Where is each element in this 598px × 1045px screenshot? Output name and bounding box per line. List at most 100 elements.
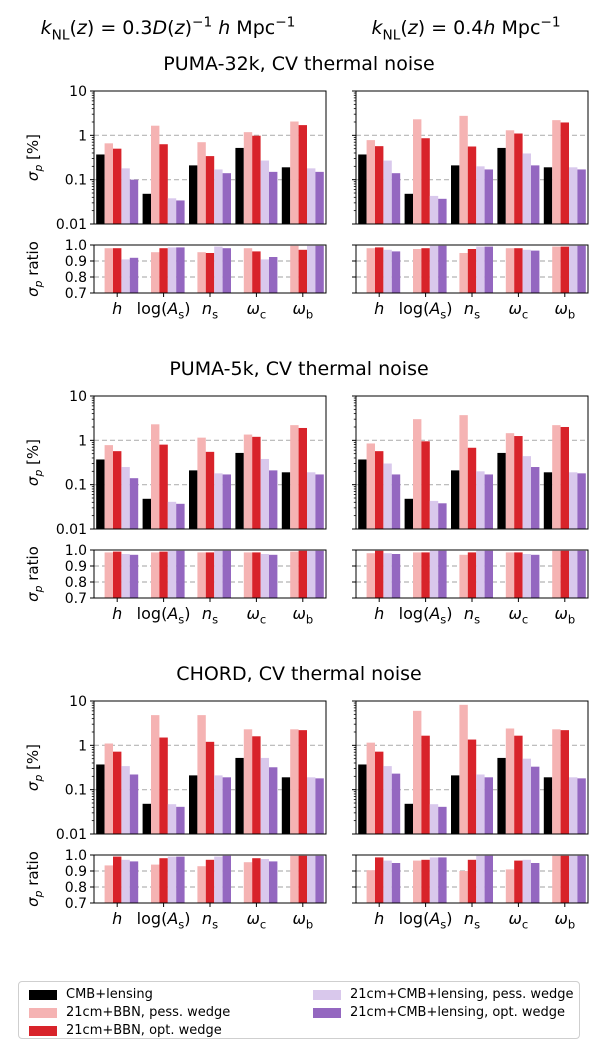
ratio-bar-cmbl_opt <box>129 861 139 903</box>
sigma-bar-cmbl_opt <box>222 474 231 529</box>
ratio-bar-bbn_pess <box>505 552 515 598</box>
ratio-bar-cmbl_opt <box>391 554 401 598</box>
sigma-bar-cmb <box>451 775 460 834</box>
sigma-axis-label: σp [%] <box>24 439 45 486</box>
sigma-tick-label: 1 <box>78 738 87 754</box>
ratio-bar-cmbl_pess <box>569 855 578 903</box>
legend-label: 21cm+CMB+lensing, pess. wedge <box>350 987 574 1002</box>
sigma-tick-label: 1 <box>78 128 87 144</box>
ratio-tick-label: 1.0 <box>65 543 87 559</box>
ratio-bar-cmbl_pess <box>214 550 223 598</box>
sigma-bar-bbn_opt <box>560 730 569 834</box>
sigma-bar-cmbl_pess <box>383 463 392 529</box>
sigma-bar-cmb <box>142 498 151 529</box>
ratio-bar-bbn_pess <box>459 253 468 293</box>
sigma-bar-cmbl_pess <box>214 775 223 834</box>
ratio-bar-cmbl_opt <box>484 855 493 903</box>
sigma-bar-cmb <box>96 764 105 834</box>
legend-label: CMB+lensing <box>66 987 153 1002</box>
sigma-bar-bbn_pess <box>243 132 253 224</box>
sigma-bar-cmbl_opt <box>315 171 324 224</box>
ratio-bar-bbn_pess <box>104 248 113 293</box>
sigma-tick-label: 10 <box>69 694 87 710</box>
sigma-bar-bbn_opt <box>375 146 384 224</box>
category-label: ωc <box>247 604 267 626</box>
ratio-bar-bbn_pess <box>151 552 160 598</box>
category-label: log(As) <box>137 604 191 626</box>
sigma-bar-cmbl_opt <box>577 169 586 224</box>
ratio-bar-bbn_pess <box>505 248 515 293</box>
category-label: h <box>374 909 384 928</box>
category-label: ns <box>202 604 218 626</box>
sigma-bar-cmbl_pess <box>476 774 485 834</box>
sigma-bar-cmb <box>281 472 291 529</box>
ratio-bar-bbn_pess <box>290 551 299 598</box>
sigma-bar-cmb <box>543 472 553 529</box>
sigma-panel-frame <box>93 90 327 225</box>
ratio-bar-bbn_pess <box>366 870 375 903</box>
sigma-bar-bbn_pess <box>104 143 113 224</box>
ratio-bar-bbn_opt <box>467 552 477 598</box>
experiment-title: PUMA-32k, CV thermal noise <box>163 53 434 75</box>
sigma-bar-bbn_opt <box>467 447 477 529</box>
ratio-bar-cmbl_opt <box>269 554 278 598</box>
sigma-bar-bbn_pess <box>552 729 561 834</box>
legend-label: 21cm+BBN, opt. wedge <box>66 1023 222 1038</box>
ratio-bar-bbn_pess <box>151 864 160 903</box>
sigma-bar-bbn_opt <box>298 125 307 224</box>
ratio-bar-bbn_pess <box>104 865 113 903</box>
sigma-tick-label: 0.1 <box>65 783 87 799</box>
sigma-tick-label: 0.1 <box>65 173 87 189</box>
ratio-bar-bbn_opt <box>113 551 122 598</box>
ratio-bar-cmbl_pess <box>260 259 269 293</box>
sigma-bar-bbn_pess <box>151 424 160 529</box>
ratio-tick-label: 1.0 <box>65 238 87 254</box>
ratio-bar-bbn_pess <box>197 866 206 903</box>
sigma-bar-bbn_opt <box>467 739 477 834</box>
ratio-bar-cmbl_pess <box>167 856 177 903</box>
sigma-bar-cmbl_pess <box>307 777 316 834</box>
ratio-bar-cmbl_opt <box>222 248 231 293</box>
sigma-tick-label: 10 <box>69 389 87 405</box>
ratio-bar-cmbl_pess <box>476 550 485 598</box>
sigma-bar-bbn_pess <box>104 743 113 834</box>
sigma-bar-cmb <box>189 775 198 834</box>
ratio-bar-cmbl_opt <box>577 550 586 598</box>
ratio-bar-cmbl_opt <box>129 554 139 598</box>
panel-2-1: h log(As) ns ωc ωb <box>352 700 589 931</box>
ratio-bar-cmbl_pess <box>214 246 223 293</box>
ratio-bar-bbn_pess <box>290 245 299 293</box>
ratio-bar-cmbl_opt <box>484 550 493 598</box>
ratio-bar-bbn_pess <box>366 248 375 293</box>
category-label: h <box>112 909 122 928</box>
sigma-bar-cmbl_opt <box>269 470 278 529</box>
ratio-bar-cmbl_opt <box>531 250 540 293</box>
sigma-bar-bbn_opt <box>159 444 168 529</box>
ratio-bar-cmbl_opt <box>176 550 185 598</box>
sigma-bar-cmb <box>96 154 105 224</box>
sigma-bar-cmbl_pess <box>167 198 177 224</box>
legend-swatch-bbn-opt <box>29 1025 57 1036</box>
panel-2-0: 0.01 0.1 1 10 σp [%] 0.70.80.91.0 σp ratio h log… <box>24 694 327 931</box>
sigma-bar-cmb <box>451 165 460 224</box>
sigma-bar-bbn_opt <box>252 135 261 224</box>
sigma-bar-bbn_opt <box>205 741 215 834</box>
sigma-bar-cmbl_pess <box>476 166 485 224</box>
category-label: ns <box>464 604 480 626</box>
header-left-title: kNL(z) = 0.3D(z)−1 h Mpc−1 <box>41 14 296 43</box>
ratio-bar-bbn_opt <box>159 551 168 598</box>
sigma-bar-cmbl_opt <box>176 503 185 529</box>
ratio-bar-cmbl_pess <box>260 554 269 598</box>
sigma-bar-bbn_opt <box>252 436 261 529</box>
ratio-bar-bbn_opt <box>159 858 168 903</box>
sigma-bar-bbn_pess <box>366 742 375 834</box>
ratio-bar-bbn_pess <box>243 248 253 293</box>
sigma-bar-cmbl_pess <box>429 804 439 834</box>
ratio-bar-bbn_opt <box>467 249 477 293</box>
sigma-bar-cmb <box>142 193 151 224</box>
sigma-bar-cmb <box>497 147 506 224</box>
experiment-title: PUMA-5k, CV thermal noise <box>169 358 428 380</box>
category-label: ωc <box>509 299 529 321</box>
sigma-bar-cmb <box>281 167 291 224</box>
sigma-panel-frame <box>355 700 589 835</box>
